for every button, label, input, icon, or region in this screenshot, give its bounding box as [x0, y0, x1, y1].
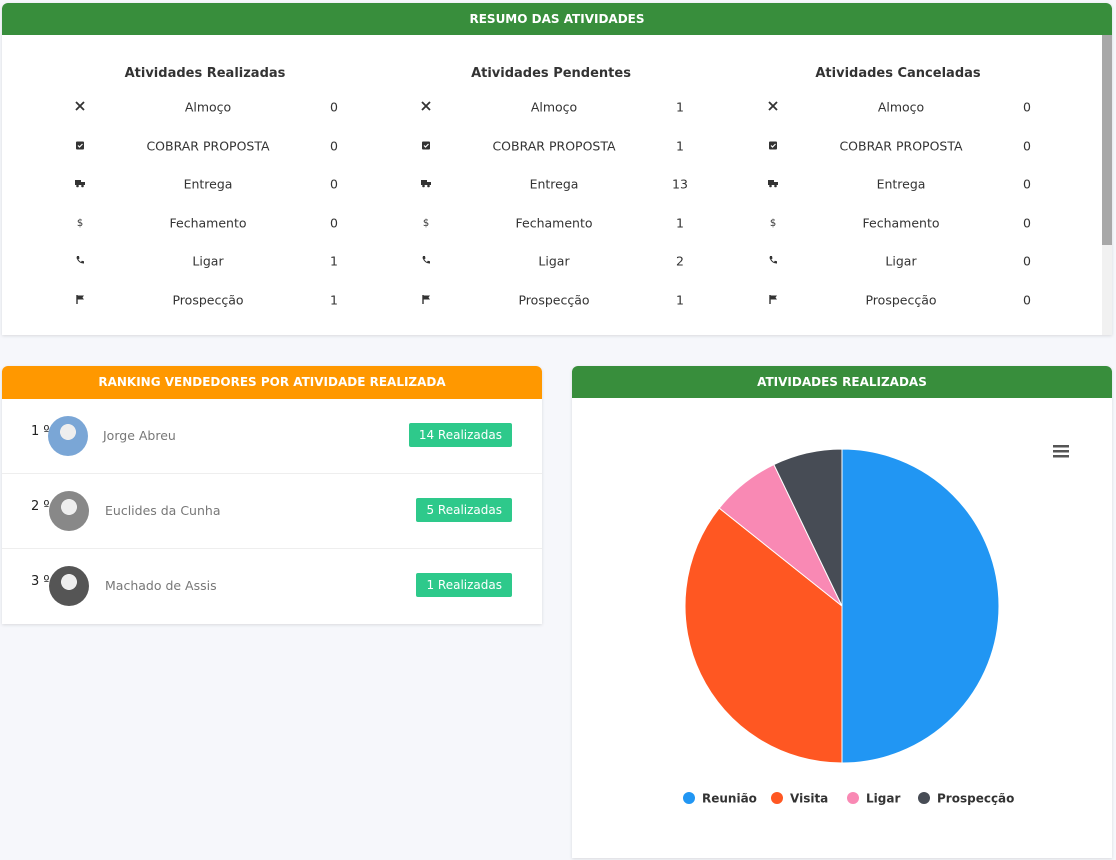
activity-icon: [76, 141, 84, 150]
activity-label: Almoço: [530, 99, 578, 115]
activity-count: 13: [672, 176, 688, 192]
legend-label[interactable]: Visita: [790, 792, 828, 806]
activity-icon: [769, 256, 777, 264]
column-title: Atividades Pendentes: [471, 66, 631, 81]
activity-label: Prospecção: [865, 292, 937, 308]
avatar: [49, 491, 89, 531]
svg-text:$: $: [423, 218, 429, 228]
activity-label: Entrega: [529, 176, 579, 192]
activity-count: 0: [1023, 176, 1031, 192]
activity-icon: $: [423, 218, 429, 228]
legend-marker: [683, 792, 695, 804]
legend-marker: [918, 792, 930, 804]
activity-label: COBRAR PROPOSTA: [839, 138, 963, 154]
avatar: [49, 566, 89, 606]
seller-name: Jorge Abreu: [103, 428, 176, 443]
activity-icon: [769, 141, 777, 150]
activity-icon: [76, 295, 84, 304]
legend-label[interactable]: Prospecção: [937, 792, 1014, 806]
activity-icon: [422, 295, 430, 304]
column-title: Atividades Canceladas: [815, 66, 981, 81]
activity-icon: [422, 141, 430, 150]
activity-count: 1: [676, 292, 684, 308]
activity-icon: [421, 101, 431, 111]
seller-name: Machado de Assis: [105, 578, 217, 593]
scrollbar[interactable]: [1102, 35, 1112, 335]
activity-icon: $: [770, 218, 776, 228]
rank-position: 3 º: [31, 574, 50, 589]
activity-count: 2: [676, 253, 684, 269]
activity-label: Fechamento: [169, 215, 247, 231]
scroll-thumb[interactable]: [1102, 35, 1112, 245]
card-header: RESUMO DAS ATIVIDADES: [2, 3, 1112, 35]
activity-icon: [768, 180, 778, 188]
activity-count: 1: [330, 253, 338, 269]
row-separator: [2, 473, 542, 474]
activity-icon: [769, 295, 777, 304]
pie-slice: [773, 448, 843, 607]
activity-count: 0: [1023, 215, 1031, 231]
activity-label: Entrega: [183, 176, 233, 192]
count-badge: 1 Realizadas: [416, 573, 512, 597]
svg-text:$: $: [77, 218, 83, 228]
activity-icon: [422, 256, 430, 264]
rank-position: 2 º: [31, 499, 50, 514]
activity-count: 1: [676, 99, 684, 115]
activity-count: 0: [1023, 253, 1031, 269]
row-separator: [2, 548, 542, 549]
ranking-card: RANKING VENDEDORES POR ATIVIDADE REALIZA…: [2, 366, 542, 624]
summary-card: RESUMO DAS ATIVIDADES Atividades Realiza…: [2, 3, 1112, 335]
pie-slice: [841, 448, 1000, 764]
card-header: ATIVIDADES REALIZADAS: [572, 366, 1112, 398]
legend-marker: [771, 792, 783, 804]
column-title: Atividades Realizadas: [124, 66, 286, 81]
activity-label: Fechamento: [515, 215, 593, 231]
activity-label: Prospecção: [172, 292, 244, 308]
activity-label: Fechamento: [862, 215, 940, 231]
activity-label: COBRAR PROPOSTA: [492, 138, 616, 154]
card-header: RANKING VENDEDORES POR ATIVIDADE REALIZA…: [2, 366, 542, 399]
svg-text:$: $: [770, 218, 776, 228]
activity-label: Prospecção: [518, 292, 590, 308]
activity-icon: [768, 101, 778, 111]
activity-label: Ligar: [538, 253, 570, 269]
activity-count: 0: [1023, 99, 1031, 115]
activity-count: 0: [1023, 292, 1031, 308]
legend-marker: [847, 792, 859, 804]
activity-count: 0: [1023, 138, 1031, 154]
legend-label[interactable]: Ligar: [866, 792, 900, 806]
seller-name: Euclides da Cunha: [105, 503, 221, 518]
activity-icon: [421, 180, 431, 188]
activity-icon: [76, 256, 84, 264]
activity-label: Almoço: [184, 99, 232, 115]
menu-icon[interactable]: [1053, 445, 1069, 458]
activity-count: 0: [330, 215, 338, 231]
activity-label: Entrega: [876, 176, 926, 192]
activity-icon: $: [77, 218, 83, 228]
count-badge: 5 Realizadas: [416, 498, 512, 522]
activity-icon: [75, 180, 85, 188]
activity-label: COBRAR PROPOSTA: [146, 138, 270, 154]
activity-count: 1: [676, 215, 684, 231]
activity-label: Ligar: [885, 253, 917, 269]
activity-count: 1: [676, 138, 684, 154]
chart-card: ATIVIDADES REALIZADAS Reunião Visita Ligar…: [572, 366, 1112, 858]
rank-position: 1 º: [31, 424, 50, 439]
legend-label[interactable]: Reunião: [702, 792, 757, 806]
activity-label: Almoço: [877, 99, 925, 115]
activity-count: 0: [330, 138, 338, 154]
count-badge: 14 Realizadas: [408, 423, 512, 447]
activity-count: 0: [330, 99, 338, 115]
pie-slice: [684, 507, 843, 764]
activity-label: Ligar: [192, 253, 224, 269]
pie-chart: Reunião Visita Ligar Prospecção: [683, 445, 1069, 806]
activity-count: 0: [330, 176, 338, 192]
activity-icon: [75, 101, 85, 111]
activity-count: 1: [330, 292, 338, 308]
avatar: [48, 416, 88, 456]
